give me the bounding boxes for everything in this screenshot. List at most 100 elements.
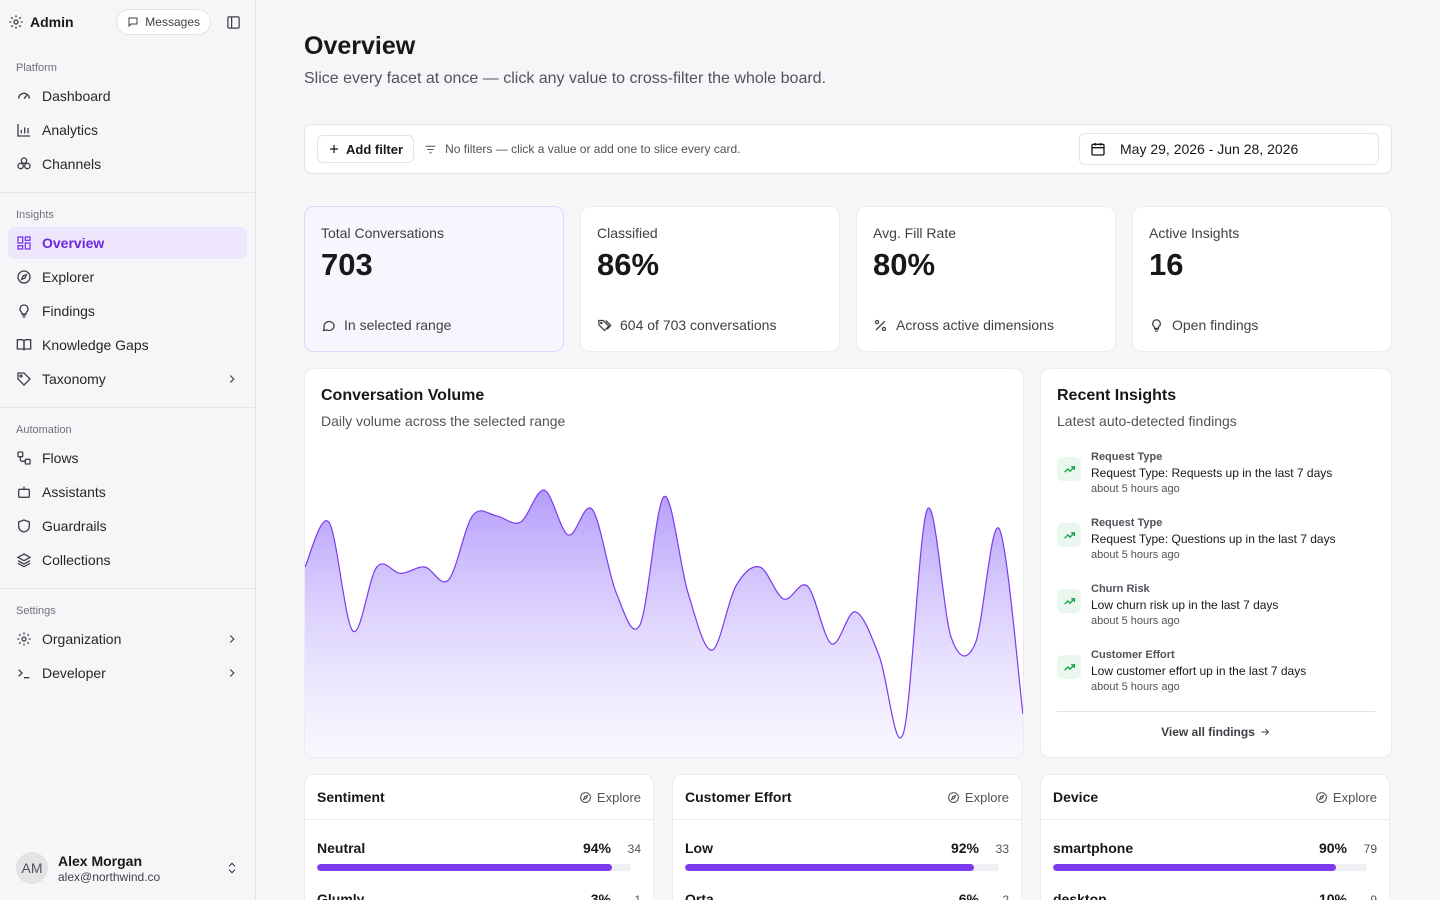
insight-item[interactable]: Churn Risk Low churn risk up in the last…: [1057, 583, 1375, 649]
gear-icon: [9, 15, 23, 29]
volume-data-point[interactable]: [350, 628, 356, 634]
volume-data-point[interactable]: [398, 570, 404, 576]
app-logo[interactable]: Admin: [8, 14, 74, 30]
facet-row[interactable]: Low 92% 33: [673, 840, 1021, 871]
kpi-label: Total Conversations: [321, 225, 444, 241]
insight-item[interactable]: Request Type Request Type: Requests up i…: [1057, 451, 1375, 517]
facet-row[interactable]: smartphone 90% 79: [1041, 840, 1389, 871]
facet-card-sentiment: Sentiment Explore Neutral 94% 34 Glumly 3% 1: [304, 774, 654, 900]
kpi-card-classified[interactable]: Classified 86% 604 of 703 conversations: [580, 206, 840, 352]
volume-data-point[interactable]: [374, 564, 380, 570]
facet-row[interactable]: Neutral 94% 34: [305, 840, 653, 871]
facet-row[interactable]: desktop 10% 9: [1041, 891, 1389, 900]
sidebar-item-dashboard[interactable]: Dashboard: [8, 80, 247, 112]
insight-item[interactable]: Request Type Request Type: Questions up …: [1057, 517, 1375, 583]
card-subtitle: Daily volume across the selected range: [321, 413, 566, 429]
volume-data-point[interactable]: [446, 577, 452, 583]
kpi-card-total-conversations[interactable]: Total Conversations 703 In selected rang…: [304, 206, 564, 352]
volume-data-point[interactable]: [637, 622, 643, 628]
sidebar-item-taxonomy[interactable]: Taxonomy: [8, 363, 247, 395]
volume-data-point[interactable]: [781, 596, 787, 602]
volume-data-point[interactable]: [733, 583, 739, 589]
view-all-findings-link[interactable]: View all findings: [1057, 711, 1375, 751]
volume-data-point[interactable]: [805, 583, 811, 589]
volume-data-point[interactable]: [685, 590, 691, 596]
calendar-icon: [1091, 143, 1105, 156]
date-range-picker[interactable]: May 29, 2026 - Jun 28, 2026: [1079, 133, 1379, 165]
tag-icon: [17, 372, 31, 386]
explore-button[interactable]: Explore: [947, 790, 1009, 805]
terminal-icon: [18, 669, 30, 679]
kpi-footer-text: Across active dimensions: [896, 317, 1054, 333]
facet-value-label: Glumly: [317, 891, 365, 900]
volume-data-point[interactable]: [852, 609, 858, 615]
volume-data-point[interactable]: [948, 634, 954, 640]
chat-icon: [322, 320, 335, 331]
sidebar-item-guardrails[interactable]: Guardrails: [8, 510, 247, 542]
volume-data-point[interactable]: [565, 532, 571, 538]
volume-area-chart[interactable]: [305, 369, 1024, 758]
sidebar-item-label: Analytics: [42, 122, 99, 138]
volume-data-point[interactable]: [661, 494, 667, 500]
facet-value-count: 33: [995, 842, 1009, 856]
sidebar-item-explorer[interactable]: Explorer: [8, 261, 247, 293]
sidebar-item-label: Knowledge Gaps: [42, 337, 149, 353]
insight-item[interactable]: Customer Effort Low customer effort up i…: [1057, 649, 1375, 715]
messages-button[interactable]: Messages: [116, 9, 211, 35]
sidebar-item-developer[interactable]: Developer: [8, 657, 247, 689]
volume-data-point[interactable]: [541, 487, 547, 493]
volume-data-point[interactable]: [924, 506, 930, 512]
volume-data-point[interactable]: [470, 513, 476, 519]
avatar: AM: [16, 852, 48, 884]
sidebar-item-knowledge-gaps[interactable]: Knowledge Gaps: [8, 329, 247, 361]
volume-data-point[interactable]: [900, 730, 906, 736]
section-label: Platform: [16, 62, 57, 74]
volume-data-point[interactable]: [517, 519, 523, 525]
user-menu[interactable]: AM Alex Morgan alex@northwind.co: [8, 846, 247, 890]
volume-data-point[interactable]: [829, 641, 835, 647]
volume-data-point[interactable]: [493, 513, 499, 519]
kpi-value: 703: [321, 247, 373, 282]
user-name: Alex Morgan: [58, 852, 143, 869]
sidebar-toggle-button[interactable]: [219, 8, 247, 36]
facet-row[interactable]: Orta 6% 2: [673, 891, 1021, 900]
shield-icon: [18, 519, 30, 533]
kpi-footer: Open findings: [1149, 317, 1258, 333]
sidebar-item-channels[interactable]: Channels: [8, 148, 247, 180]
sidebar-item-organization[interactable]: Organization: [8, 623, 247, 655]
sidebar-item-collections[interactable]: Collections: [8, 544, 247, 576]
sidebar-item-label: Assistants: [42, 484, 106, 500]
kpi-card-active-insights[interactable]: Active Insights 16 Open findings: [1132, 206, 1392, 352]
sidebar-item-findings[interactable]: Findings: [8, 295, 247, 327]
volume-data-point[interactable]: [757, 564, 763, 570]
sidebar-item-flows[interactable]: Flows: [8, 442, 247, 474]
add-filter-button[interactable]: Add filter: [317, 135, 415, 163]
volume-data-point[interactable]: [589, 506, 595, 512]
kpi-card-avg-fill-rate[interactable]: Avg. Fill Rate 80% Across active dimensi…: [856, 206, 1116, 352]
sidebar-item-label: Channels: [42, 156, 102, 172]
sidebar-item-analytics[interactable]: Analytics: [8, 114, 247, 146]
divider: [0, 192, 255, 193]
sidebar-section-platform: Platform Dashboard Analytics Channels: [0, 44, 255, 180]
sidebar-item-overview[interactable]: Overview: [8, 227, 247, 259]
explore-button[interactable]: Explore: [1315, 790, 1377, 805]
volume-data-point[interactable]: [326, 519, 332, 525]
filter-hint-text: No filters — click a value or add one to…: [445, 142, 741, 156]
volume-data-point[interactable]: [613, 590, 619, 596]
volume-data-point[interactable]: [972, 641, 978, 647]
sidebar-section-automation: Automation Flows Assistants Guardrails C…: [0, 420, 255, 576]
compass-icon: [580, 791, 591, 803]
bot-icon: [18, 486, 30, 498]
chevron-right-icon: [229, 669, 235, 677]
facet-title: Device: [1053, 789, 1099, 805]
facet-row[interactable]: Glumly 3% 1: [305, 891, 653, 900]
volume-data-point[interactable]: [996, 526, 1002, 532]
compass-icon: [17, 270, 31, 284]
volume-data-point[interactable]: [709, 647, 715, 653]
insight-time: about 5 hours ago: [1091, 681, 1180, 693]
volume-data-point[interactable]: [422, 564, 428, 570]
sidebar-item-assistants[interactable]: Assistants: [8, 476, 247, 508]
explore-button[interactable]: Explore: [579, 790, 641, 805]
volume-data-point[interactable]: [876, 654, 882, 660]
kpi-label: Avg. Fill Rate: [873, 225, 956, 241]
